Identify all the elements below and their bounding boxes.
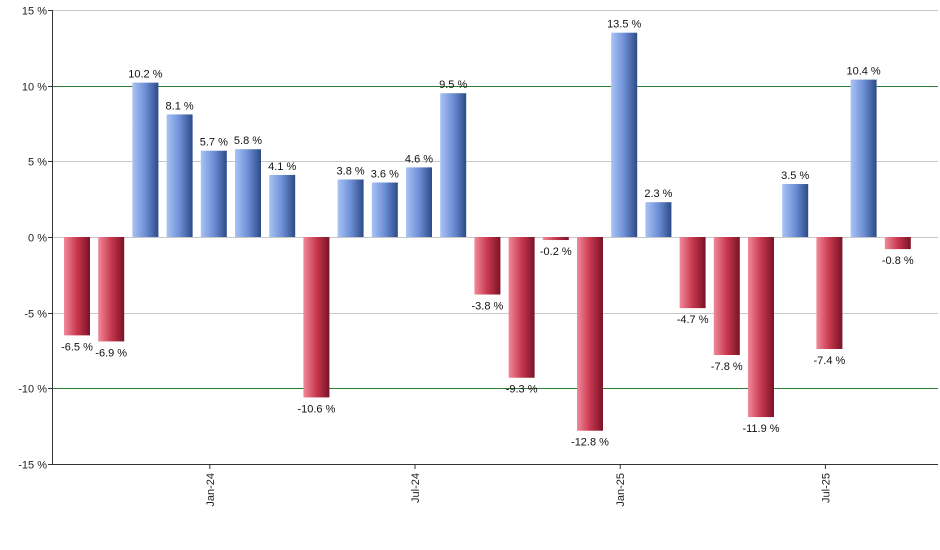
bar-value-label: -0.8 %: [882, 255, 914, 267]
y-tick-label: -10 %: [18, 384, 47, 396]
bar-positive: [200, 150, 227, 237]
bar-negative: [98, 237, 125, 342]
bar-value-label: -6.5 %: [61, 341, 93, 353]
x-tick-label: Jul-25: [820, 473, 832, 503]
bar-value-label: 4.1 %: [268, 161, 296, 173]
bar-negative: [679, 237, 706, 309]
bar-negative: [508, 237, 535, 378]
y-tick-label: 0 %: [28, 233, 47, 245]
bar-value-label: -7.8 %: [711, 361, 743, 373]
bar-positive: [166, 114, 193, 237]
bar-value-label: -3.8 %: [472, 301, 504, 313]
bar-positive: [406, 167, 432, 237]
bar-positive: [850, 79, 877, 237]
bar-value-label: 10.2 %: [128, 69, 162, 81]
y-tick-label: -5 %: [24, 309, 47, 321]
bar-negative: [64, 237, 90, 336]
x-tick-label: Jul-24: [410, 473, 422, 503]
bar-positive: [611, 32, 638, 238]
bar-positive: [132, 82, 159, 237]
bar-value-label: 9.5 %: [439, 79, 467, 91]
bar-value-label: -9.3 %: [506, 384, 538, 396]
data-labels: -6.5 %-6.9 % 10.2 % 8.1 % 5.7 % 5.8 % 4.1 % -1…: [61, 19, 914, 449]
bar-positive: [645, 202, 672, 237]
bar-positive: [235, 149, 261, 237]
bar-negative: [303, 237, 330, 398]
bar-value-label: -7.4 %: [814, 355, 846, 367]
bar-value-label: -6.9 %: [95, 347, 127, 359]
bar-value-label: 5.8 %: [234, 135, 262, 147]
bar-value-label: 3.8 %: [337, 165, 365, 177]
bar-value-label: 3.6 %: [371, 169, 399, 181]
bar-negative: [474, 237, 501, 295]
bar-positive: [269, 174, 296, 237]
bar-value-label: 10.4 %: [846, 66, 880, 78]
bar-positive: [782, 184, 809, 237]
bar-negative: [816, 237, 843, 349]
y-tick-label: 15 %: [22, 6, 47, 18]
bar-value-label: 2.3 %: [644, 188, 672, 200]
bar-positive: [337, 179, 364, 237]
axes: 15 % 10 % 5 % 0 % -5 % -10 % -15 % Jan-24 Jul-24…: [18, 6, 938, 507]
bar-negative: [542, 237, 569, 241]
bar-positive: [371, 182, 398, 237]
bar-value-label: 13.5 %: [607, 19, 641, 31]
bar-value-label: -12.8 %: [571, 437, 609, 449]
bar-value-label: 5.7 %: [200, 137, 228, 149]
bar-negative: [748, 237, 774, 418]
bar-value-label: 8.1 %: [166, 100, 194, 112]
bars: [64, 32, 911, 431]
bar-value-label: 3.5 %: [781, 170, 809, 182]
x-tick-label: Jan-25: [615, 473, 627, 507]
bar-value-label: -10.6 %: [297, 403, 335, 415]
y-tick-label: 10 %: [22, 82, 47, 94]
bar-negative: [577, 237, 603, 431]
y-tick-label: 5 %: [28, 157, 47, 169]
bar-negative: [884, 237, 911, 250]
bar-positive: [440, 93, 467, 237]
x-tick-label: Jan-24: [205, 473, 217, 507]
bar-value-label: 4.6 %: [405, 153, 433, 165]
y-tick-label: -15 %: [18, 460, 47, 472]
bar-value-label: -11.9 %: [742, 423, 779, 435]
bar-negative: [713, 237, 740, 356]
bar-value-label: -4.7 %: [677, 314, 709, 326]
bar-value-label: -0.2 %: [540, 246, 572, 258]
